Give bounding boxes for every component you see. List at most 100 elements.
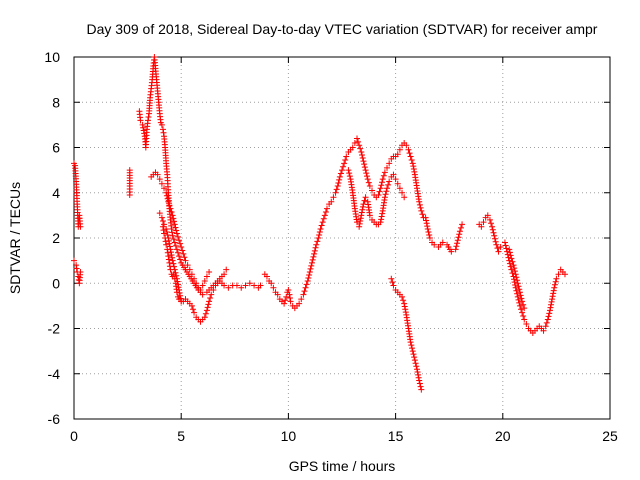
- data-point: [403, 142, 410, 149]
- data-point: [163, 192, 170, 199]
- data-point: [160, 129, 167, 136]
- data-point: [390, 282, 397, 289]
- data-point: [361, 164, 368, 171]
- data-point: [359, 206, 366, 213]
- data-point: [204, 304, 211, 311]
- data-point: [408, 342, 415, 349]
- data-point: [354, 135, 361, 142]
- data-point: [178, 298, 185, 305]
- data-point: [416, 201, 423, 208]
- data-point: [166, 259, 173, 266]
- data-point: [221, 271, 228, 278]
- data-point: [454, 240, 461, 247]
- data-point: [520, 301, 527, 308]
- data-point: [298, 296, 305, 303]
- data-point: [169, 232, 176, 239]
- data-point: [188, 271, 195, 278]
- data-point: [166, 202, 173, 209]
- data-point: [360, 158, 367, 165]
- data-point: [506, 246, 513, 253]
- data-point: [305, 274, 312, 281]
- axis-ticks: 0 5 10 15 20 25 -6 -4 -2 0 2 4 6 8 10: [44, 49, 618, 444]
- data-point: [415, 371, 422, 378]
- data-point: [410, 165, 417, 172]
- data-point: [409, 345, 416, 352]
- data-point: [296, 300, 303, 307]
- data-point: [205, 301, 212, 308]
- data-point: [164, 195, 171, 202]
- data-point: [311, 250, 318, 257]
- data-point: [233, 282, 240, 289]
- data-point: [310, 253, 317, 260]
- data-point: [396, 146, 403, 153]
- data-point: [516, 302, 523, 309]
- data-point: [510, 262, 517, 269]
- data-point: [551, 281, 558, 288]
- data-point: [386, 178, 393, 185]
- data-point: [351, 139, 358, 146]
- data-point: [328, 198, 335, 205]
- data-point: [177, 240, 184, 247]
- data-point: [201, 277, 208, 284]
- data-point: [341, 160, 348, 167]
- data-point: [170, 271, 177, 278]
- data-point: [184, 262, 191, 269]
- data-point: [357, 218, 364, 225]
- data-point: [355, 138, 362, 145]
- data-point: [516, 289, 523, 296]
- data-point: [384, 185, 391, 192]
- data-point: [547, 304, 554, 311]
- data-point: [165, 198, 172, 205]
- data-point: [361, 197, 368, 204]
- data-point: [206, 298, 213, 305]
- x-tick-label: 5: [177, 428, 185, 444]
- data-point: [206, 268, 213, 275]
- data-point: [207, 294, 214, 301]
- data-point: [171, 275, 178, 282]
- data-point: [199, 282, 206, 289]
- y-tick-label: -4: [48, 366, 61, 382]
- data-point: [405, 146, 412, 153]
- data-point: [382, 191, 389, 198]
- data-point: [312, 244, 319, 251]
- data-point: [399, 293, 406, 300]
- data-point: [456, 231, 463, 238]
- data-point: [453, 243, 460, 250]
- data-point: [363, 170, 370, 177]
- data-point: [178, 244, 185, 251]
- data-point: [163, 241, 170, 248]
- data-point: [161, 230, 168, 237]
- data-point: [414, 366, 421, 373]
- data-point: [172, 242, 179, 249]
- data-point: [400, 297, 407, 304]
- data-point: [518, 295, 525, 302]
- data-point: [170, 260, 177, 267]
- data-point: [390, 171, 397, 178]
- data-point: [508, 255, 515, 262]
- data-point: [369, 187, 376, 194]
- data-point: [366, 212, 373, 219]
- data-point: [144, 117, 151, 124]
- data-point: [407, 339, 414, 346]
- data-point: [490, 229, 497, 236]
- data-point: [330, 194, 337, 201]
- data-point: [173, 289, 180, 296]
- data-point: [394, 180, 401, 187]
- data-point: [332, 189, 339, 196]
- data-point: [364, 173, 371, 180]
- data-point: [238, 284, 245, 291]
- data-point: [281, 300, 288, 307]
- data-point: [171, 218, 178, 225]
- data-point: [181, 254, 188, 261]
- data-point: [543, 319, 550, 326]
- data-point: [549, 293, 556, 300]
- data-point: [408, 156, 415, 163]
- data-point: [300, 291, 307, 298]
- data-point: [257, 282, 264, 289]
- data-point: [414, 369, 421, 376]
- data-point: [550, 290, 557, 297]
- data-point: [459, 221, 466, 228]
- data-point: [171, 239, 178, 246]
- data-point: [506, 249, 513, 256]
